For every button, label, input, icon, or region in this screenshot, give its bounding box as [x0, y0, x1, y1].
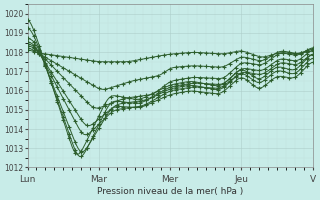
X-axis label: Pression niveau de la mer( hPa ): Pression niveau de la mer( hPa ): [97, 187, 243, 196]
